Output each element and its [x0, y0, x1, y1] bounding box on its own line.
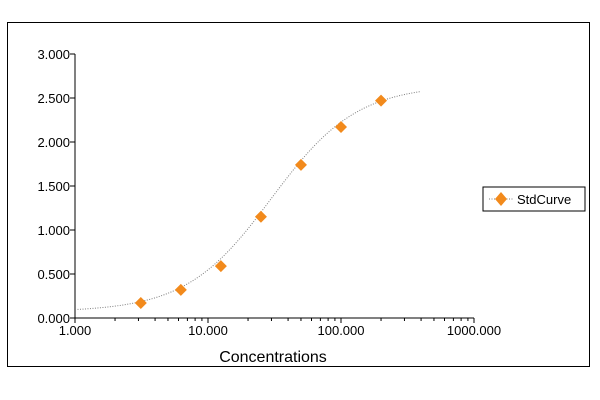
data-point: [134, 297, 147, 310]
y-tick-label: 0.000: [37, 311, 70, 326]
y-tick-label: 1.000: [37, 223, 70, 238]
legend-marker: [495, 192, 507, 206]
x-tick-label: 10.000: [188, 323, 228, 338]
x-tick-label: 1000.000: [447, 323, 501, 338]
fit-curve: [74, 90, 422, 311]
legend: StdCurve: [482, 186, 586, 212]
y-axis: 0.000 0.500 1.000 1.500 2.000 2.500 3.000: [37, 47, 76, 326]
x-tick-label: 100.000: [318, 323, 365, 338]
data-point: [174, 283, 187, 296]
x-axis: 1.000 10.000 100.000 1000.000: [59, 317, 501, 338]
legend-label: StdCurve: [517, 192, 571, 207]
data-point: [335, 121, 347, 134]
fit-curve-layer: [74, 90, 422, 311]
data-points: [134, 94, 388, 310]
data-point: [254, 210, 267, 223]
data-point: [375, 94, 388, 107]
y-tick-label: 2.000: [37, 135, 70, 150]
y-tick-label: 0.500: [37, 267, 70, 282]
data-point: [214, 260, 227, 273]
y-tick-label: 1.500: [37, 179, 70, 194]
x-axis-title: Concentrations: [219, 349, 327, 366]
x-tick-label: 1.000: [59, 323, 92, 338]
data-point: [294, 158, 307, 171]
y-tick-label: 3.000: [37, 47, 70, 62]
y-tick-label: 2.500: [37, 91, 70, 106]
